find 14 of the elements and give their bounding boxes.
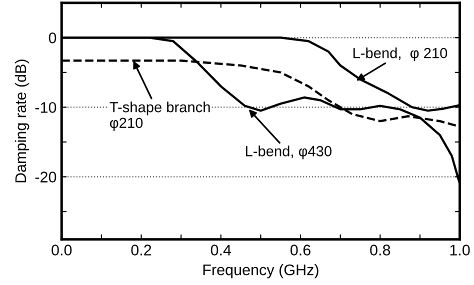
x-tick-label: 0.4 — [210, 244, 232, 256]
y-tick-label: 0 — [48, 32, 56, 44]
x-axis-title: Frequency (GHz) — [203, 264, 318, 278]
y-tick-label: -10 — [35, 102, 56, 113]
x-tick-label: 1.0 — [450, 244, 470, 256]
annotation: L-bend, φ 210 — [353, 48, 448, 62]
annotation: L-bend, φ430 — [246, 146, 332, 160]
x-tick-label: 0.6 — [290, 244, 310, 256]
x-tick-label: 0.2 — [131, 244, 152, 256]
x-tick-label: 0.8 — [370, 244, 390, 256]
x-tick-label: 0.0 — [52, 244, 72, 256]
y-axis-title: Damping rate (dB) — [14, 60, 30, 182]
annotation: T-shape branch φ210 — [110, 102, 210, 131]
y-tick-label: -20 — [35, 172, 56, 182]
